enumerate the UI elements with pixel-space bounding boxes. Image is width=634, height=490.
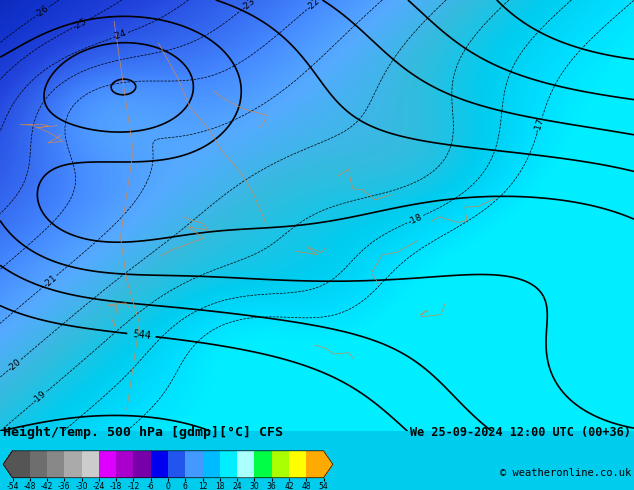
- Text: Height/Temp. 500 hPa [gdmp][°C] CFS: Height/Temp. 500 hPa [gdmp][°C] CFS: [3, 425, 283, 439]
- PathPatch shape: [3, 451, 13, 478]
- Text: -26: -26: [34, 4, 51, 20]
- Text: -19: -19: [31, 389, 48, 406]
- Text: -25: -25: [71, 17, 88, 32]
- PathPatch shape: [323, 451, 333, 478]
- Text: -22: -22: [304, 0, 321, 12]
- Text: -21: -21: [42, 273, 58, 289]
- Text: -17: -17: [533, 117, 546, 134]
- Text: © weatheronline.co.uk: © weatheronline.co.uk: [500, 468, 631, 478]
- Text: -18: -18: [406, 212, 424, 226]
- Text: -23: -23: [240, 0, 257, 12]
- Text: -20: -20: [6, 357, 23, 373]
- Text: We 25-09-2024 12:00 UTC (00+36): We 25-09-2024 12:00 UTC (00+36): [410, 425, 631, 439]
- Text: 544: 544: [132, 329, 151, 341]
- Text: -24: -24: [111, 29, 127, 42]
